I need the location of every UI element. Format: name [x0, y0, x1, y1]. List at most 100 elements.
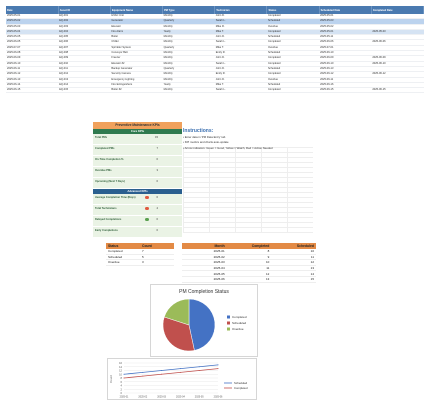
- table-cell[interactable]: 15: [271, 276, 316, 283]
- table-cell[interactable]: Yearly: [162, 29, 215, 36]
- table-cell[interactable]: Completed: [266, 87, 320, 94]
- table-cell[interactable]: John D.: [214, 66, 267, 73]
- table-cell[interactable]: 2025-06-11: [319, 77, 372, 83]
- table-cell[interactable]: Fire Alarm: [110, 29, 163, 36]
- table-cell[interactable]: 2025-02: [182, 254, 227, 261]
- table-cell[interactable]: [371, 18, 424, 25]
- table-cell[interactable]: Completed: [266, 39, 320, 46]
- table-cell[interactable]: John D.: [214, 14, 267, 20]
- table-cell[interactable]: Scheduled: [266, 82, 320, 89]
- table-cell[interactable]: HVAC Unit: [110, 14, 163, 20]
- table-cell[interactable]: Boiler #2: [110, 87, 163, 94]
- table-cell[interactable]: 2025-06-09: [371, 55, 424, 62]
- table-cell[interactable]: EQ-013: [58, 77, 111, 83]
- table-cell[interactable]: 2025-04: [182, 265, 227, 272]
- table-cell[interactable]: EQ-015: [58, 87, 111, 94]
- table-row[interactable]: 2025-05-02 EQ-002 Generator Quarterly Sarah …: [6, 18, 424, 25]
- table-cell[interactable]: Security Camera: [110, 71, 163, 78]
- column-header[interactable]: Scheduled: [296, 244, 314, 248]
- table-cell[interactable]: 2025-06-12: [371, 71, 424, 78]
- table-cell[interactable]: Quarterly: [162, 18, 215, 25]
- table-cell[interactable]: [371, 34, 424, 41]
- column-header[interactable]: Scheduled Date: [319, 6, 372, 14]
- table-cell[interactable]: EQ-008: [58, 50, 111, 57]
- table-cell[interactable]: Monthly: [162, 71, 215, 78]
- table-row[interactable]: 2025-05-05 EQ-005 Boiler Monthly John D. Sche…: [6, 34, 424, 41]
- table-cell[interactable]: EQ-005: [58, 34, 111, 41]
- table-cell[interactable]: Emily R.: [214, 71, 267, 78]
- table-cell[interactable]: Monthly: [162, 14, 215, 20]
- table-cell[interactable]: [371, 45, 424, 52]
- table-cell[interactable]: Chiller: [110, 39, 163, 46]
- table-cell[interactable]: Scheduled: [266, 34, 320, 41]
- table-cell[interactable]: 9: [226, 254, 272, 261]
- column-header[interactable]: Status: [266, 6, 320, 14]
- table-cell[interactable]: 2025-06-15: [6, 87, 59, 94]
- table-cell[interactable]: Monthly: [162, 50, 215, 57]
- table-cell[interactable]: EQ-012: [58, 71, 111, 78]
- table-row[interactable]: 2025-01 8 10: [182, 249, 316, 255]
- table-row[interactable]: 2025-06-10 EQ-010 Elevator #2 Monthly Sarah …: [6, 61, 424, 67]
- table-cell[interactable]: 2025-05-05: [6, 34, 59, 41]
- table-cell[interactable]: 2025-06-10: [319, 50, 372, 57]
- table-cell[interactable]: EQ-004: [58, 29, 111, 36]
- table-cell[interactable]: 2025-06: [182, 276, 227, 283]
- table-cell[interactable]: 11: [226, 265, 272, 272]
- table-cell[interactable]: 2025-06-10: [371, 61, 424, 67]
- column-header[interactable]: Asset ID: [58, 6, 111, 14]
- table-cell[interactable]: 2025-05-03: [6, 24, 59, 30]
- table-cell[interactable]: Completed: [266, 71, 320, 78]
- table-cell[interactable]: 2025-06-15: [319, 87, 372, 94]
- table-cell[interactable]: 10: [226, 259, 272, 266]
- table-cell[interactable]: Fire Extinguishers: [110, 82, 163, 89]
- column-header[interactable]: Equipment Name: [110, 6, 164, 14]
- table-cell[interactable]: 12: [226, 270, 272, 277]
- table-cell[interactable]: 2025-06-08: [6, 50, 59, 57]
- table-cell[interactable]: 2025-05-02: [319, 24, 372, 30]
- table-row[interactable]: 2025-06-09 EQ-009 Freezer Monthly John D. Com…: [6, 55, 424, 62]
- table-cell[interactable]: Completed: [266, 61, 320, 67]
- table-cell[interactable]: 2025-05-01: [6, 14, 59, 20]
- column-header[interactable]: PM Type: [162, 6, 216, 14]
- table-cell[interactable]: EQ-002: [58, 18, 111, 25]
- table-cell[interactable]: Yearly: [162, 82, 215, 89]
- table-cell[interactable]: 2025-06-13: [6, 77, 59, 83]
- table-row[interactable]: 2025-06-12 EQ-012 Security Camera Monthly Em…: [6, 71, 424, 78]
- table-cell[interactable]: Completed: [266, 55, 320, 62]
- table-row[interactable]: 2025-06-14 EQ-014 Fire Extinguishers Yearly…: [6, 82, 424, 89]
- table-cell[interactable]: 14: [271, 270, 316, 277]
- table-cell[interactable]: Monthly: [162, 34, 215, 41]
- table-cell[interactable]: 2025-06-14: [6, 82, 59, 89]
- table-cell[interactable]: Scheduled: [106, 254, 140, 261]
- table-cell[interactable]: 2025-06-13: [319, 66, 372, 73]
- table-cell[interactable]: Monthly: [162, 61, 215, 67]
- table-cell[interactable]: 2025-06-10: [6, 61, 59, 67]
- table-cell[interactable]: 2025-06-06: [319, 39, 372, 46]
- table-row[interactable]: 2025-06-15 EQ-015 Boiler #2 Monthly Sarah L.…: [6, 87, 424, 94]
- table-cell[interactable]: Mike T.: [214, 82, 267, 89]
- table-cell[interactable]: Overdue: [266, 24, 320, 30]
- table-row[interactable]: 2025-06-11 EQ-011 Backup Generator Quarterl…: [6, 66, 424, 73]
- table-cell[interactable]: 2025-06-15: [371, 87, 424, 94]
- table-cell[interactable]: Monthly: [162, 77, 215, 83]
- column-header[interactable]: Status: [108, 244, 119, 248]
- table-cell[interactable]: Monthly: [162, 87, 215, 94]
- table-cell[interactable]: EQ-006: [58, 39, 111, 46]
- table-cell[interactable]: Mike T.: [214, 29, 267, 36]
- table-cell[interactable]: [371, 24, 424, 30]
- table-cell[interactable]: 2025-05-03: [371, 29, 424, 36]
- table-row[interactable]: Completed 7: [106, 249, 174, 255]
- table-cell[interactable]: [371, 77, 424, 83]
- table-cell[interactable]: 2025-07-07: [6, 45, 59, 52]
- line-chart-box[interactable]: 16 14 12 10 8 6 4 2 0 Count 2025-01 2025-02 2025-03 2…: [107, 358, 257, 400]
- table-cell[interactable]: EQ-010: [58, 61, 111, 67]
- table-cell[interactable]: Scheduled: [266, 18, 320, 25]
- table-cell[interactable]: Generator: [110, 18, 163, 25]
- table-row[interactable]: 2025-06-08 EQ-008 Conveyor Belt Monthly Emil…: [6, 50, 424, 57]
- table-cell[interactable]: EQ-009: [58, 55, 111, 62]
- table-cell[interactable]: Sarah L.: [214, 87, 267, 94]
- column-header[interactable]: Technician: [214, 6, 268, 14]
- table-cell[interactable]: Boiler: [110, 34, 163, 41]
- table-cell[interactable]: 7: [140, 249, 174, 255]
- table-cell[interactable]: 2025-05-01: [319, 14, 372, 20]
